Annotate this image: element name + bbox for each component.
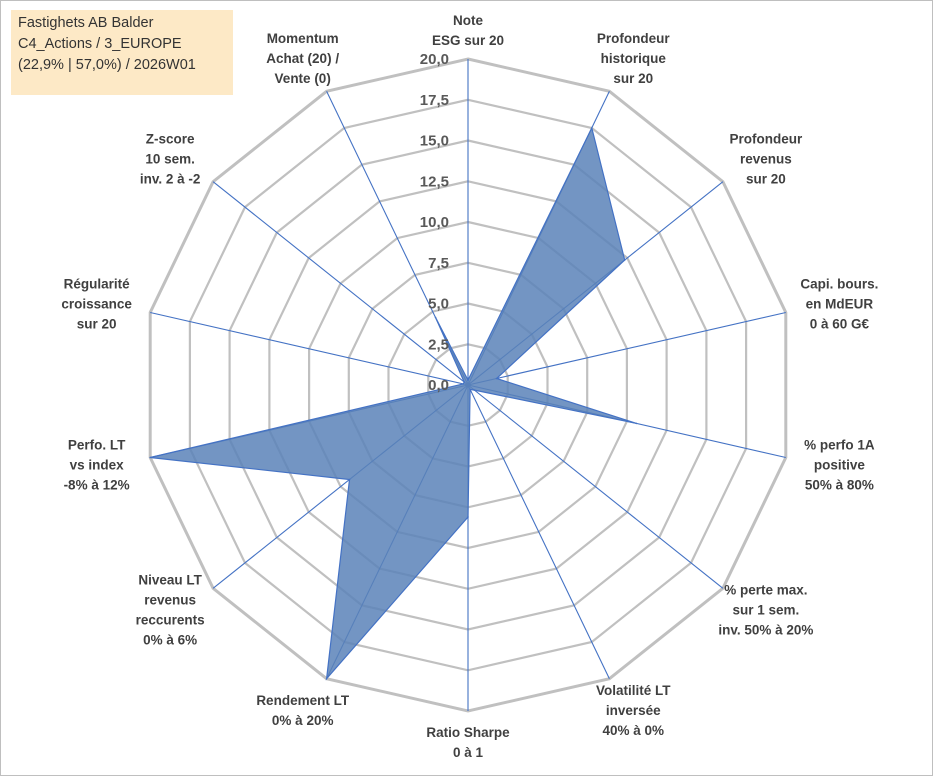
data-point-12 [463, 381, 466, 383]
axis-label-10-line-2: -8% à 12% [64, 478, 130, 493]
axis-label-9: Niveau LT revenus reccurents 0% à 6% [136, 573, 205, 648]
axis-label-1: Profondeur historique sur 20 [597, 31, 670, 86]
stock-info-box: Fastighets AB Balder C4_Actions / 3_EURO… [11, 10, 233, 95]
axis-label-11-line-0: Régularité [64, 276, 131, 291]
axis-label-5: % perte max. sur 1 sem. inv. 50% à 20% [718, 583, 813, 638]
spoke-5 [467, 384, 724, 589]
axis-label-12-line-1: 10 sem. [145, 151, 195, 166]
data-point-9 [348, 478, 351, 481]
tick-label-2: 5,0 [428, 296, 449, 313]
data-point-4 [635, 422, 638, 425]
axis-label-1-line-1: historique [601, 51, 667, 66]
axis-label-0: Note ESG sur 20 [432, 13, 504, 48]
axis-label-2-line-2: sur 20 [746, 171, 786, 186]
tick-label-5: 12,5 [420, 173, 449, 190]
axis-label-11-line-1: croissance [61, 296, 132, 311]
data-point-5 [473, 389, 476, 391]
axis-label-6-line-1: inversée [606, 703, 661, 718]
radar-tick-labels: 0,0 2,5 5,0 7,5 10,0 12,5 15,0 17,5 20,0 [420, 51, 449, 394]
axis-label-9-line-3: 0% à 6% [143, 633, 197, 648]
axis-label-6: Volatilité LT inversée 40% à 0% [596, 683, 671, 738]
axis-label-5-line-0: % perte max. [724, 583, 807, 598]
data-point-8 [325, 677, 328, 680]
tick-label-6: 15,0 [420, 133, 449, 150]
axis-label-3: Capi. bours. en MdEUR 0 à 60 G€ [800, 276, 878, 331]
axis-label-9-line-2: reccurents [136, 613, 205, 628]
portfolio-category: C4_Actions / 3_EUROPE [18, 36, 182, 52]
axis-label-2-line-0: Profondeur [730, 131, 803, 146]
axis-label-6-line-0: Volatilité LT [596, 683, 671, 698]
axis-label-4: % perfo 1A positive 50% à 80% [804, 438, 875, 493]
axis-label-13-line-0: Momentum [267, 31, 339, 46]
axis-label-9-line-1: revenus [144, 593, 196, 608]
radar-series [149, 126, 638, 681]
axis-label-1-line-2: sur 20 [613, 71, 653, 86]
axis-label-5-line-2: inv. 50% à 20% [718, 623, 813, 638]
axis-label-3-line-0: Capi. bours. [800, 276, 878, 291]
data-point-11 [462, 383, 465, 385]
data-point-1 [591, 127, 593, 129]
data-point-3 [495, 377, 498, 380]
axis-label-2-line-1: revenus [740, 151, 792, 166]
tick-label-0: 0,0 [428, 377, 449, 394]
axis-label-7-line-0: Ratio Sharpe [426, 725, 510, 740]
data-point-13 [434, 316, 437, 319]
axis-label-10-line-0: Perfo. LT [68, 438, 126, 453]
data-point-0 [467, 379, 469, 381]
axis-label-8: Rendement LT 0% à 20% [256, 693, 350, 728]
axis-label-13-line-1: Achat (20) / [266, 51, 339, 66]
spoke-6 [467, 384, 610, 679]
tick-label-1: 2,5 [428, 336, 449, 353]
radar-axis-labels: Note ESG sur 20 Profondeur historique sur 20… [61, 13, 878, 760]
tick-label-4: 10,0 [420, 214, 449, 231]
axis-label-10: Perfo. LT vs index -8% à 12% [64, 438, 130, 493]
axis-label-12-line-2: inv. 2 à -2 [140, 171, 201, 186]
data-point-7 [467, 516, 469, 518]
tick-label-7: 17,5 [420, 92, 449, 109]
axis-label-10-line-1: vs index [70, 458, 125, 473]
axis-label-7: Ratio Sharpe 0 à 1 [426, 725, 510, 760]
tick-label-8: 20,0 [420, 51, 449, 68]
axis-label-12: Z-score 10 sem. inv. 2 à -2 [140, 131, 201, 186]
data-point-2 [623, 259, 626, 261]
axis-label-1-line-0: Profondeur [597, 31, 670, 46]
axis-label-8-line-1: 0% à 20% [272, 713, 334, 728]
axis-label-11-line-2: sur 20 [77, 316, 117, 331]
axis-label-5-line-1: sur 1 sem. [733, 603, 800, 618]
axis-label-6-line-2: 40% à 0% [603, 723, 665, 738]
axis-label-0-line-0: Note [453, 13, 483, 28]
axis-label-4-line-1: positive [814, 458, 866, 473]
axis-label-11: Régularité croissance sur 20 [61, 276, 132, 331]
axis-label-9-line-0: Niveau LT [138, 573, 202, 588]
axis-label-3-line-2: 0 à 60 G€ [810, 316, 870, 331]
axis-label-3-line-1: en MdEUR [806, 296, 874, 311]
spoke-12 [212, 181, 469, 386]
tick-label-3: 7,5 [428, 255, 449, 272]
axis-label-13: Momentum Achat (20) / Vente (0) [266, 31, 339, 86]
axis-label-4-line-0: % perfo 1A [804, 438, 875, 453]
axis-label-4-line-2: 50% à 80% [805, 478, 874, 493]
axis-label-8-line-0: Rendement LT [256, 693, 350, 708]
score-period: (22,9% | 57,0%) / 2026W01 [18, 57, 196, 73]
data-point-10 [149, 456, 151, 459]
spoke-11 [150, 311, 469, 386]
axis-label-13-line-2: Vente (0) [275, 71, 331, 86]
data-point-6 [469, 388, 471, 391]
axis-label-12-line-0: Z-score [146, 131, 195, 146]
axis-label-7-line-1: 0 à 1 [453, 745, 484, 760]
axis-label-2: Profondeur revenus sur 20 [730, 131, 803, 186]
company-name: Fastighets AB Balder [18, 15, 154, 31]
axis-label-0-line-1: ESG sur 20 [432, 33, 504, 48]
spoke-3 [467, 311, 786, 386]
